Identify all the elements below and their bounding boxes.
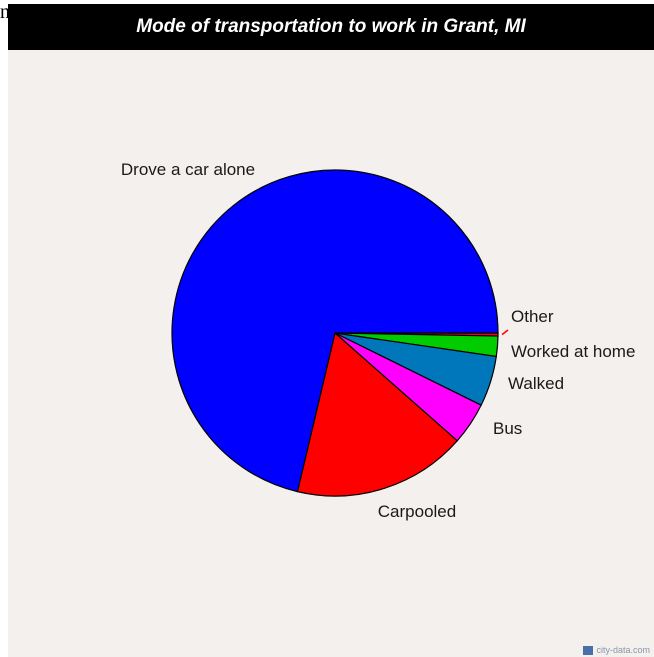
- slice-label-other: Other: [511, 307, 554, 326]
- pie-slice-drove-a-car-alone: [171, 169, 499, 493]
- pie-slice-carpooled: [296, 331, 459, 497]
- watermark: city-data.com: [583, 645, 650, 655]
- leader-line-other: [501, 329, 509, 336]
- slice-label-walked: Walked: [508, 374, 564, 393]
- slice-label-worked-at-home: Worked at home: [511, 342, 635, 361]
- slice-label-carpooled: Carpooled: [378, 502, 456, 521]
- pie-chart: Other Worked at home Walked Bus Carpooled Dro…: [121, 160, 636, 521]
- city-data-logo-icon: [583, 645, 594, 655]
- stray-text: n: [0, 1, 10, 23]
- slice-label-bus: Bus: [493, 419, 522, 438]
- slice-label-drove-a-car-alone: Drove a car alone: [121, 160, 255, 179]
- watermark-text: city-data.com: [596, 645, 650, 655]
- chart-frame: Mode of transportation to work in Grant,…: [8, 4, 654, 657]
- chart-title: Mode of transportation to work in Grant,…: [136, 16, 526, 37]
- title-bar: Mode of transportation to work in Grant,…: [8, 4, 654, 50]
